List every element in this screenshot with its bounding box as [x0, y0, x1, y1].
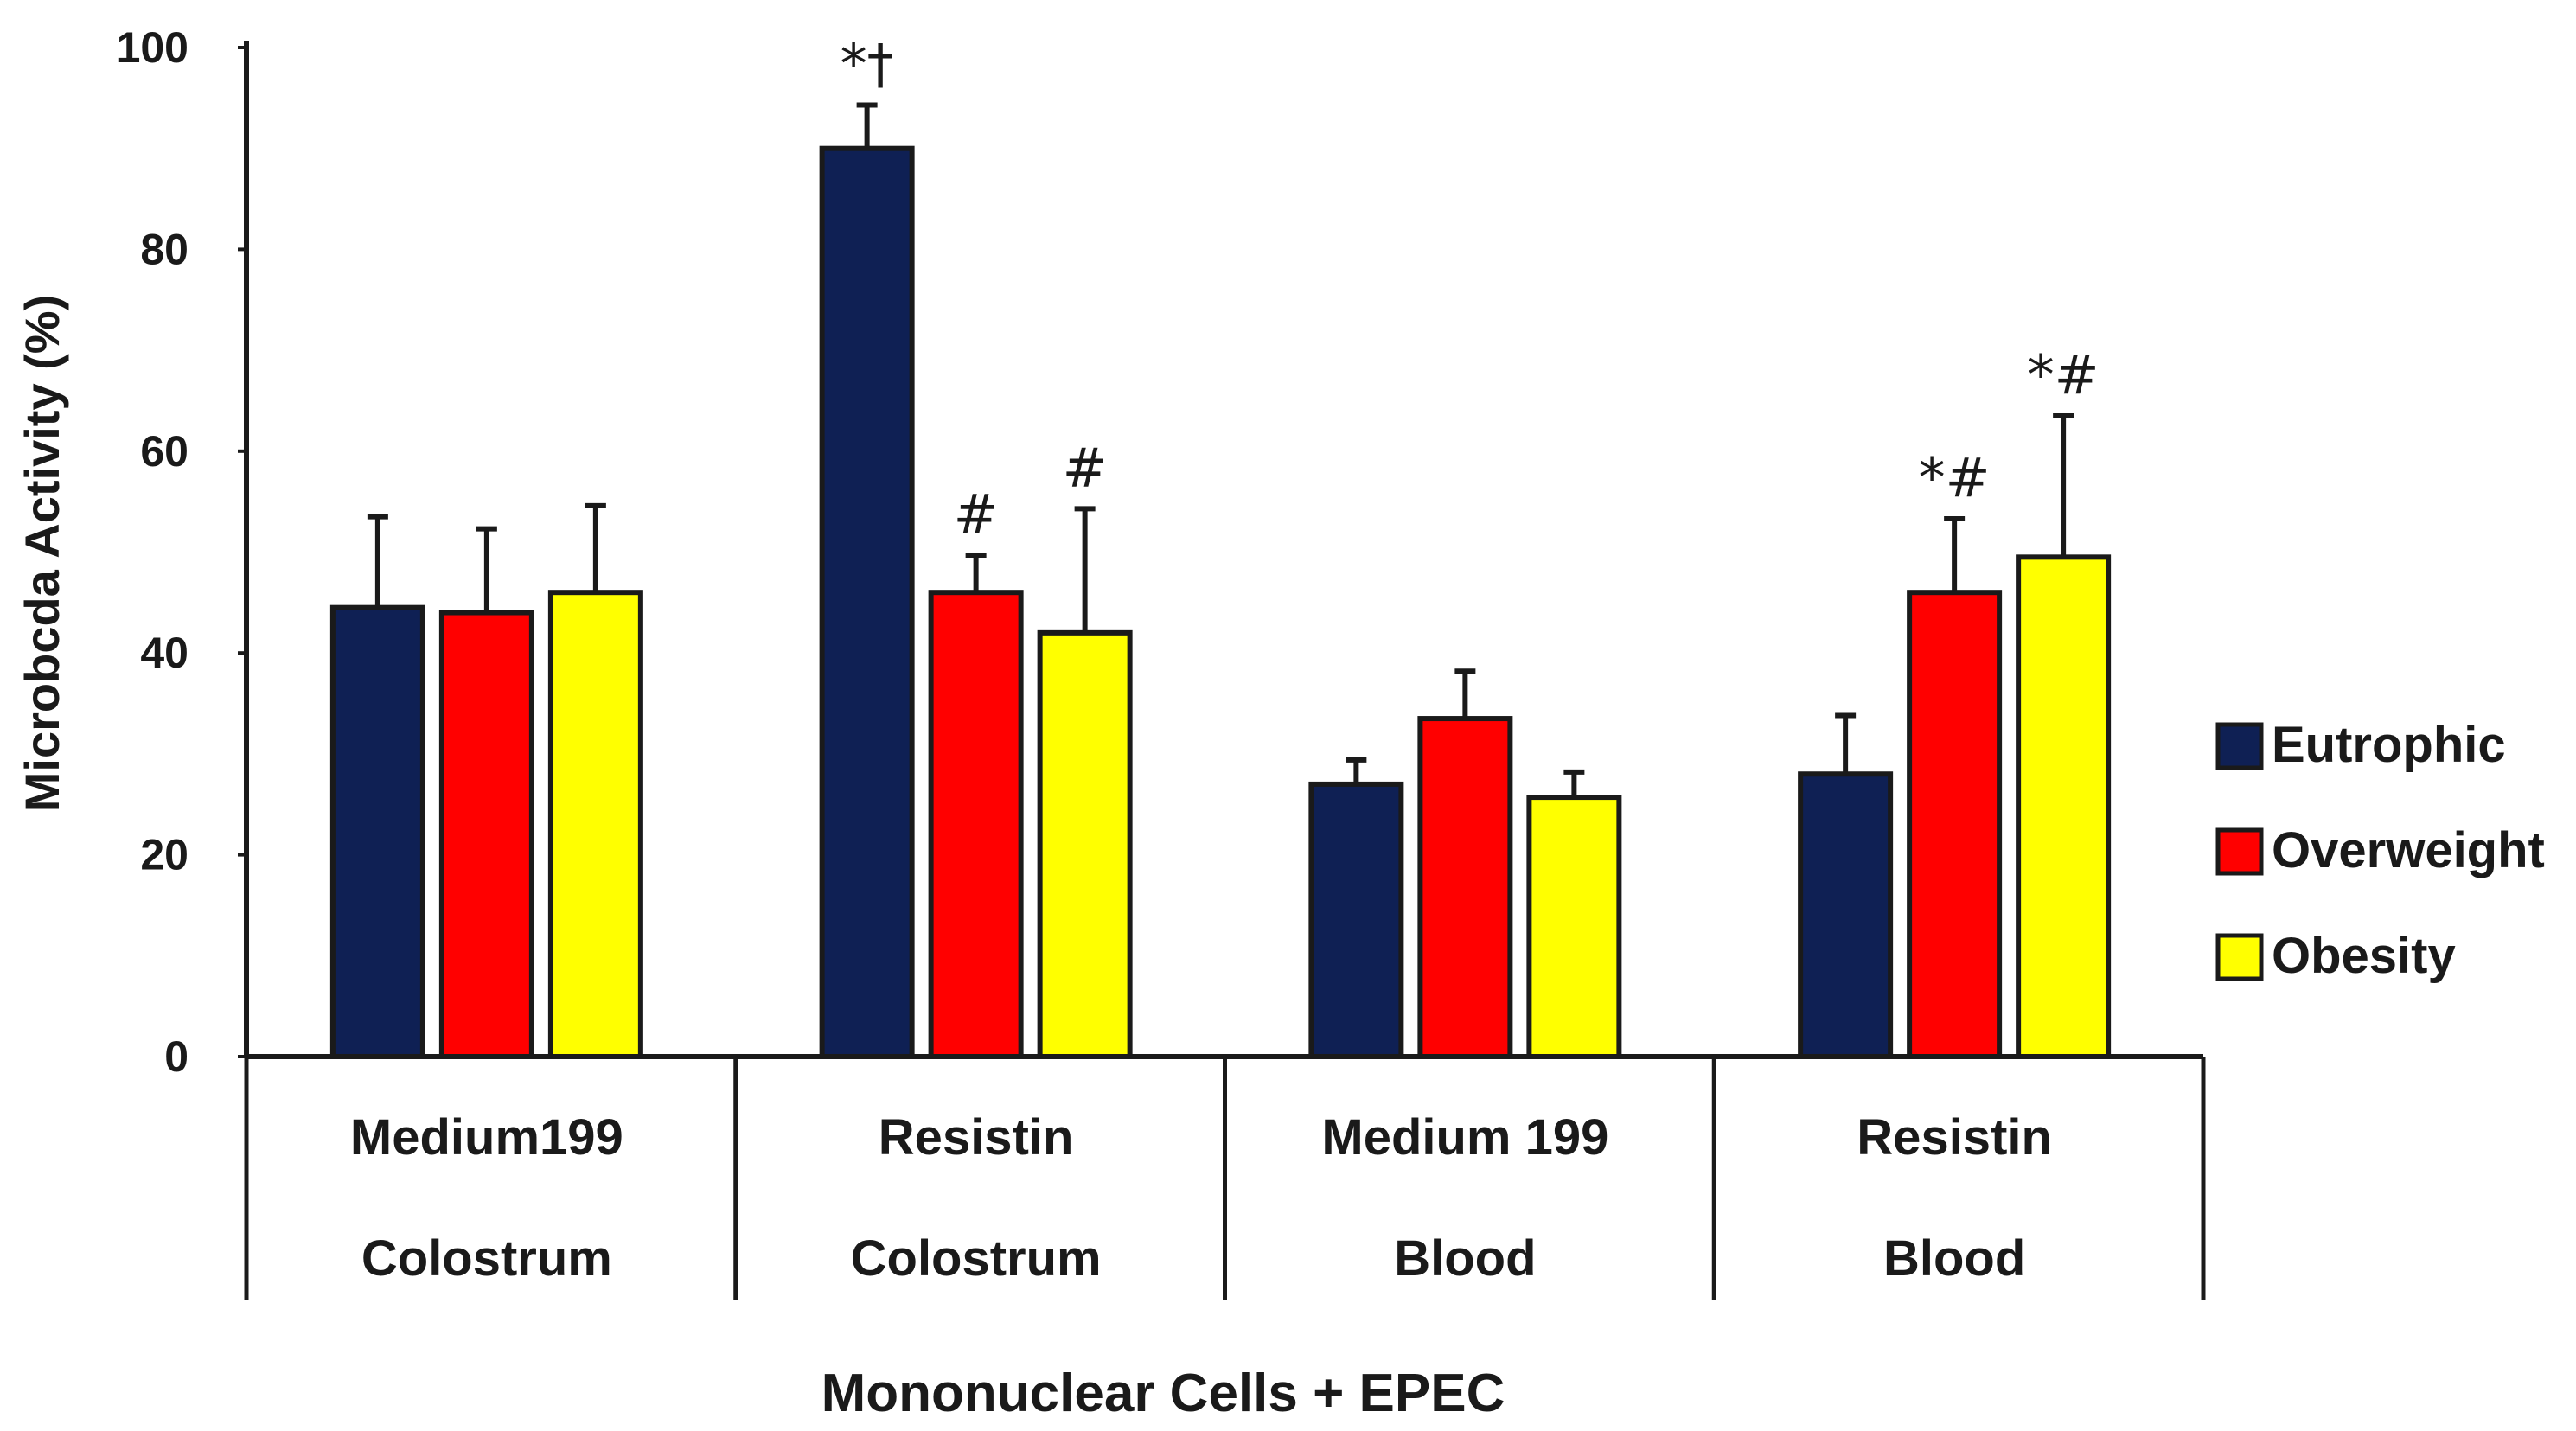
bar-eutrophic [1308, 781, 1404, 1059]
y-tick-label: 0 [164, 1032, 189, 1081]
significance-annotation: *# [2028, 343, 2100, 406]
y-tick-label: 40 [140, 629, 189, 677]
bar-overweight [1907, 590, 2003, 1059]
y-axis-title: Microbcda Activity (%) [15, 295, 69, 812]
legend: Eutrophic Overweight Obesity [2215, 717, 2545, 984]
y-tick-label: 20 [140, 831, 189, 879]
bar-obesity [1526, 795, 1622, 1059]
significance-annotation: # [954, 482, 999, 546]
legend-swatch-overweight [2215, 827, 2264, 876]
legend-swatch-obesity [2215, 933, 2264, 981]
bar-obesity [547, 590, 643, 1059]
bar-overweight [928, 590, 1024, 1059]
bar-obesity [1037, 629, 1133, 1059]
bar-overweight [1417, 716, 1513, 1059]
y-tick-label: 80 [140, 225, 189, 273]
bar-eutrophic [329, 604, 425, 1059]
category-label-source: Colostrum [361, 1230, 612, 1287]
category-label-source: Colostrum [851, 1230, 1102, 1287]
bar-eutrophic [1798, 771, 1894, 1059]
bar-overweight [438, 610, 534, 1059]
category-label-condition: Resistin [879, 1109, 1074, 1166]
category-label-condition: Medium 199 [1321, 1109, 1608, 1166]
category-label-source: Blood [1883, 1230, 2025, 1287]
legend-label-eutrophic: Eutrophic [2272, 717, 2506, 773]
x-axis: Medium199 Colostrum Resistin Colostrum Mediu… [244, 1054, 2206, 1300]
y-axis: 0 20 40 60 80 100 [117, 23, 249, 1081]
significance-annotation: *† [841, 33, 894, 96]
y-tick-label: 60 [140, 427, 189, 476]
legend-swatch-eutrophic [2215, 722, 2264, 770]
significance-annotation: # [1063, 436, 1108, 499]
bar-obesity [2016, 554, 2112, 1059]
bars: *† # # *# *# [329, 33, 2112, 1060]
legend-label-obesity: Obesity [2272, 928, 2456, 984]
x-axis-title: Mononuclear Cells + EPEC [821, 1364, 1505, 1423]
y-tick-label: 100 [117, 23, 189, 72]
significance-annotation: *# [1919, 446, 1991, 509]
category-label-condition: Medium199 [350, 1109, 623, 1166]
bar-eutrophic [819, 145, 915, 1060]
category-label-source: Blood [1394, 1230, 1536, 1287]
category-label-condition: Resistin [1857, 1109, 2052, 1166]
legend-label-overweight: Overweight [2272, 822, 2545, 878]
